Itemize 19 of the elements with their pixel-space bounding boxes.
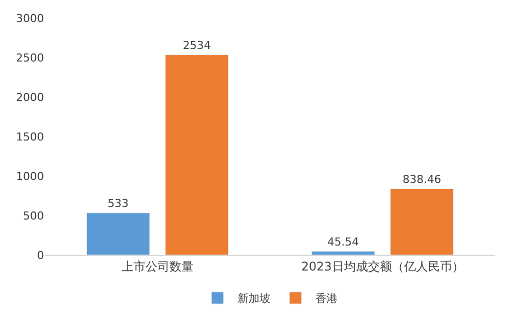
legend-label: 香港 xyxy=(316,292,338,306)
y-tick-label: 2500 xyxy=(16,51,44,64)
bar xyxy=(390,188,454,255)
data-label: 2534 xyxy=(182,38,211,52)
data-label: 45.54 xyxy=(327,235,359,248)
data-label: 533 xyxy=(108,196,129,210)
x-tick-label: 上市公司数量 xyxy=(122,259,194,274)
data-label: 838.46 xyxy=(402,172,442,186)
y-tick-label: 3000 xyxy=(16,12,44,25)
y-tick-label: 0 xyxy=(37,248,44,262)
y-tick-label: 2000 xyxy=(16,90,44,104)
bar xyxy=(86,212,150,255)
legend-label: 新加坡 xyxy=(238,292,270,306)
x-tick-label: 2023日均成交额（亿人民币） xyxy=(301,259,464,274)
bar xyxy=(311,251,375,255)
y-tick-label: 500 xyxy=(23,209,44,222)
bar xyxy=(165,54,229,255)
y-tick-label: 1000 xyxy=(16,170,44,183)
y-tick-label: 1500 xyxy=(16,130,44,144)
